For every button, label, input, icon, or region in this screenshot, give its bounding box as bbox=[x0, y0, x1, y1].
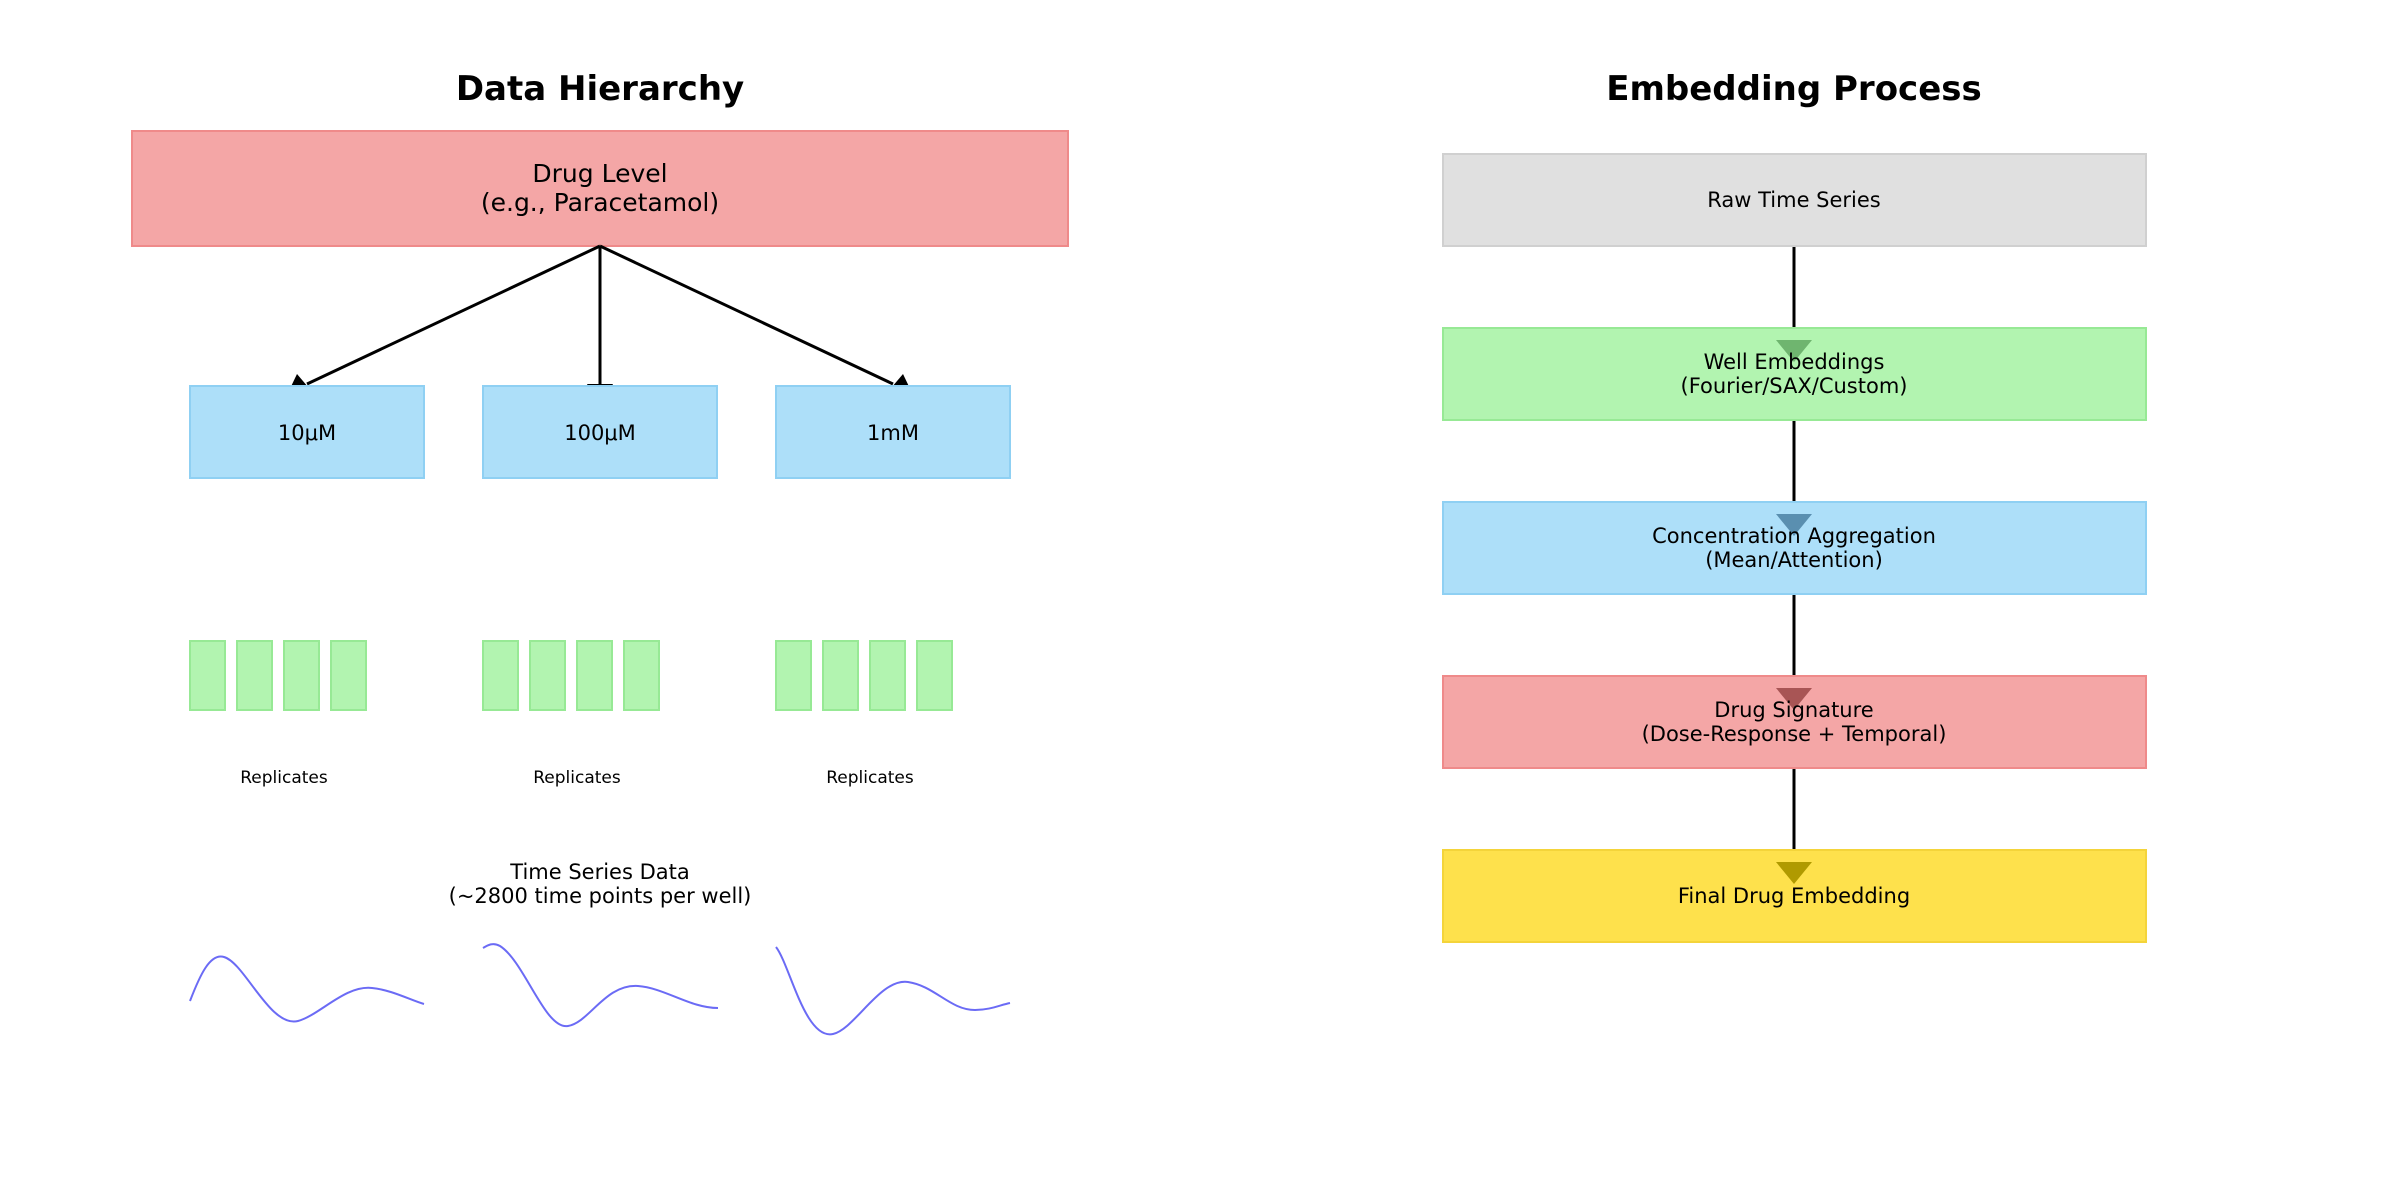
replicate-well-1mm-2 bbox=[822, 640, 859, 711]
step-label-drug-signature: Drug Signature bbox=[1714, 698, 1873, 722]
time-series-curve-10um bbox=[189, 955, 425, 1023]
replicates-label-100um: Replicates bbox=[533, 768, 621, 788]
replicate-well-100um-1 bbox=[482, 640, 519, 711]
step-box-drug-signature bbox=[1442, 675, 2147, 769]
replicate-well-100um-2 bbox=[529, 640, 566, 711]
replicate-well-1mm-4 bbox=[916, 640, 953, 711]
replicate-well-10um-4 bbox=[330, 640, 367, 711]
replicate-well-10um-1 bbox=[189, 640, 226, 711]
concentration-box-1mm bbox=[775, 385, 1011, 479]
time-series-curve-1mm bbox=[775, 946, 1011, 1036]
concentration-label-10um: 10μM bbox=[278, 421, 336, 445]
arrowhead-step-5 bbox=[1776, 862, 1812, 884]
step-label-concentration-aggregation: Concentration Aggregation bbox=[1652, 524, 1936, 548]
data-hierarchy-panel: Data Hierarchy Drug Level (e.g., Paracet… bbox=[131, 69, 1069, 1036]
arrowhead-step-3 bbox=[1776, 514, 1812, 536]
replicates-labels: Replicates Replicates Replicates bbox=[240, 768, 914, 788]
replicate-wells bbox=[189, 640, 953, 711]
step-box-raw-time-series bbox=[1442, 153, 2147, 247]
replicate-well-1mm-3 bbox=[869, 640, 906, 711]
concentration-box-10um bbox=[189, 385, 425, 479]
concentration-boxes: 10μM 100μM 1mM bbox=[189, 385, 1011, 479]
replicate-well-10um-2 bbox=[236, 640, 273, 711]
step-label-raw-time-series: Raw Time Series bbox=[1707, 188, 1881, 212]
concentration-label-1mm: 1mM bbox=[867, 421, 919, 445]
data-hierarchy-title: Data Hierarchy bbox=[456, 69, 744, 109]
arrow-to-1mm bbox=[599, 244, 894, 386]
step-sublabel-concentration-aggregation: (Mean/Attention) bbox=[1705, 548, 1883, 572]
replicate-well-10um-3 bbox=[283, 640, 320, 711]
step-sublabel-well-embeddings: (Fourier/SAX/Custom) bbox=[1681, 374, 1908, 398]
replicate-well-100um-3 bbox=[576, 640, 613, 711]
step-sublabel-drug-signature: (Dose-Response + Temporal) bbox=[1642, 722, 1947, 746]
drug-level-label: Drug Level bbox=[532, 159, 667, 188]
step-label-final-drug-embedding: Final Drug Embedding bbox=[1678, 884, 1910, 908]
step-label-well-embeddings: Well Embeddings bbox=[1704, 350, 1885, 374]
arrowhead-step-4 bbox=[1776, 688, 1812, 710]
drug-level-example: (e.g., Paracetamol) bbox=[481, 188, 719, 217]
arrow-to-10um bbox=[306, 244, 601, 386]
drug-level-box bbox=[131, 130, 1069, 247]
time-series-subtitle: (~2800 time points per well) bbox=[449, 884, 752, 908]
embedding-process-panel: Embedding Process Raw Time Series Well E… bbox=[1442, 69, 2147, 943]
time-series-curve-100um bbox=[482, 943, 719, 1028]
concentration-label-100um: 100μM bbox=[564, 421, 636, 445]
embedding-process-title: Embedding Process bbox=[1606, 69, 1982, 109]
replicates-label-1mm: Replicates bbox=[826, 768, 914, 788]
arrowhead-step-2 bbox=[1776, 340, 1812, 362]
time-series-curves bbox=[189, 943, 1011, 1036]
step-box-concentration-aggregation bbox=[1442, 501, 2147, 595]
replicate-well-100um-4 bbox=[623, 640, 660, 711]
time-series-title: Time Series Data bbox=[509, 860, 689, 884]
replicates-label-10um: Replicates bbox=[240, 768, 328, 788]
concentration-box-100um bbox=[482, 385, 718, 479]
replicate-well-1mm-1 bbox=[775, 640, 812, 711]
